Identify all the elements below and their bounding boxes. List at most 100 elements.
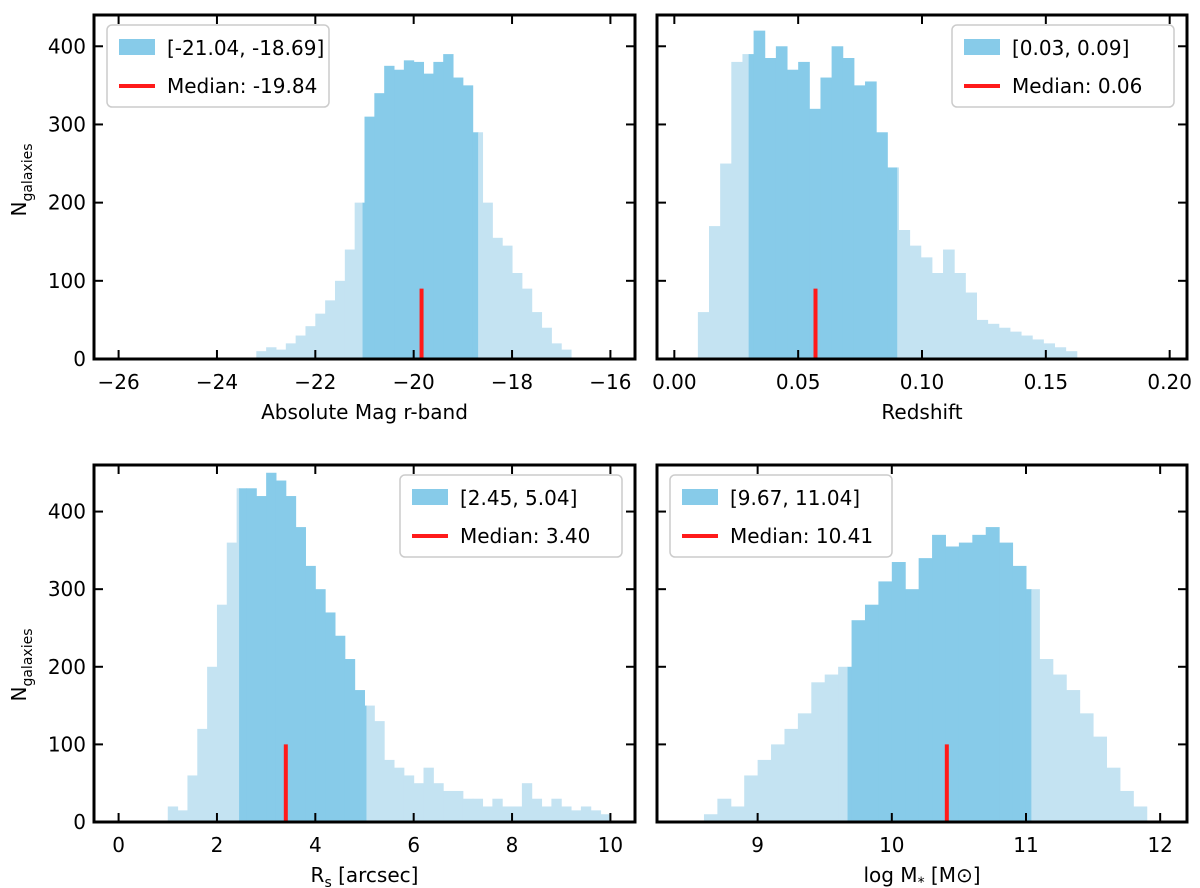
histogram-bar-highlighted	[256, 496, 267, 822]
histogram-bar	[571, 810, 582, 822]
legend-box	[106, 24, 330, 108]
x-axis-label: Absolute Mag r-band	[261, 400, 468, 424]
histogram-bar	[236, 488, 240, 822]
histogram-bar	[580, 806, 592, 822]
histogram-bar	[285, 343, 297, 359]
histogram-bar	[717, 798, 732, 822]
histogram-bar-highlighted	[285, 496, 297, 822]
x-tick-label: 4	[309, 833, 322, 857]
histogram-bar-highlighted	[315, 589, 326, 822]
histogram-bar	[784, 728, 799, 822]
histogram-bar	[482, 202, 493, 359]
x-axis-label: log M* [M⊙]	[863, 863, 980, 888]
histogram-bar-highlighted	[847, 666, 853, 822]
y-tick-label: 300	[48, 112, 86, 136]
histogram-bar	[344, 249, 356, 359]
histogram-bar	[197, 728, 208, 822]
histogram-bar	[551, 343, 562, 359]
histogram-bar	[433, 783, 444, 822]
axes-frame	[92, 13, 637, 361]
histogram-bar	[177, 810, 188, 822]
x-tick-label: 0.10	[900, 370, 945, 394]
histogram-bar-highlighted	[932, 534, 946, 822]
histogram-bar	[1039, 659, 1054, 822]
histogram-bar	[492, 237, 503, 359]
y-tick-label: 0	[73, 347, 86, 371]
histogram-bar	[931, 273, 944, 359]
histogram-bar	[502, 245, 513, 359]
x-axis-label: Rs [arcsec]	[311, 863, 419, 888]
legend-median-label: Median: 3.40	[460, 524, 590, 548]
histogram-bar	[334, 280, 346, 359]
histogram-bar	[472, 798, 484, 822]
legend-swatch-range	[682, 489, 718, 505]
histogram-bar-highlighted	[748, 54, 755, 359]
histogram-bar-highlighted	[423, 73, 434, 360]
histogram-bar-highlighted	[851, 620, 866, 822]
histogram-bar-highlighted	[864, 604, 879, 822]
histogram-bar	[1093, 736, 1107, 822]
histogram-bar	[226, 542, 238, 822]
axes-frame	[92, 463, 637, 824]
legend: [2.45, 5.04] Median: 3.40	[399, 474, 623, 558]
histogram-bar	[374, 721, 385, 822]
histogram-bar-highlighted	[905, 589, 920, 822]
histogram-bar	[384, 759, 395, 822]
histogram-bar-highlighted	[443, 54, 454, 359]
histogram-bar-highlighted	[275, 480, 287, 822]
histogram-bar	[354, 202, 364, 359]
histogram-bar-highlighted	[305, 565, 316, 822]
histogram-bar	[1032, 339, 1044, 359]
histogram-bar	[824, 674, 839, 822]
y-tick-label: 0	[73, 810, 86, 834]
histogram-bar	[757, 759, 772, 822]
y-tick-label: 400	[48, 34, 86, 58]
histogram-bar-highlighted	[999, 542, 1014, 822]
histogram-bar	[551, 798, 562, 822]
histogram-bar	[987, 323, 1000, 359]
x-tick-label: −24	[196, 370, 238, 394]
histogram-bar	[366, 705, 375, 822]
x-axis-label: Redshift	[881, 400, 962, 424]
x-tick-label: 10	[598, 833, 623, 857]
histogram-bar	[742, 54, 750, 359]
histogram-bar	[482, 806, 493, 822]
histogram-bars	[703, 527, 1148, 822]
histogram-bar	[394, 767, 405, 822]
histogram-bar	[771, 744, 785, 822]
legend: [-21.04, -18.69] Median: -19.84	[106, 24, 330, 108]
x-tick-label: 11	[1013, 833, 1038, 857]
legend-swatch-range	[964, 39, 1000, 55]
y-tick-label: 200	[48, 655, 86, 679]
histogram-bar	[521, 783, 533, 822]
histogram-bar-highlighted	[865, 81, 877, 360]
x-tick-label: −26	[97, 370, 139, 394]
histogram-bar	[1119, 790, 1134, 822]
legend-box	[399, 474, 623, 558]
histogram-bar	[1065, 351, 1078, 359]
histogram-bar	[295, 335, 306, 359]
histogram-bar-highlighted	[433, 61, 444, 360]
x-tick-label: −22	[294, 370, 336, 394]
legend-range-label: [9.67, 11.04]	[730, 486, 860, 510]
x-tick-label: 2	[211, 833, 224, 857]
histogram-bar	[512, 273, 523, 359]
histogram-bars	[167, 472, 611, 822]
histogram-bar	[462, 798, 474, 822]
histogram-bar	[413, 783, 425, 822]
histogram-bar	[1021, 335, 1033, 359]
axes-frame	[655, 463, 1189, 824]
x-tick-label: 0	[112, 833, 125, 857]
histogram-bar	[1043, 343, 1055, 359]
legend-swatch-range	[412, 489, 448, 505]
histogram-bar	[897, 167, 899, 359]
histogram-bar	[512, 806, 523, 822]
histogram-bar-highlighted	[374, 93, 385, 359]
legend-range-label: [-21.04, -18.69]	[167, 36, 324, 60]
legend-swatch-range	[119, 39, 155, 55]
histogram-bar	[315, 313, 326, 359]
x-tick-label: 10	[879, 833, 904, 857]
histogram-bar	[492, 798, 503, 822]
histogram-bar	[187, 775, 198, 822]
